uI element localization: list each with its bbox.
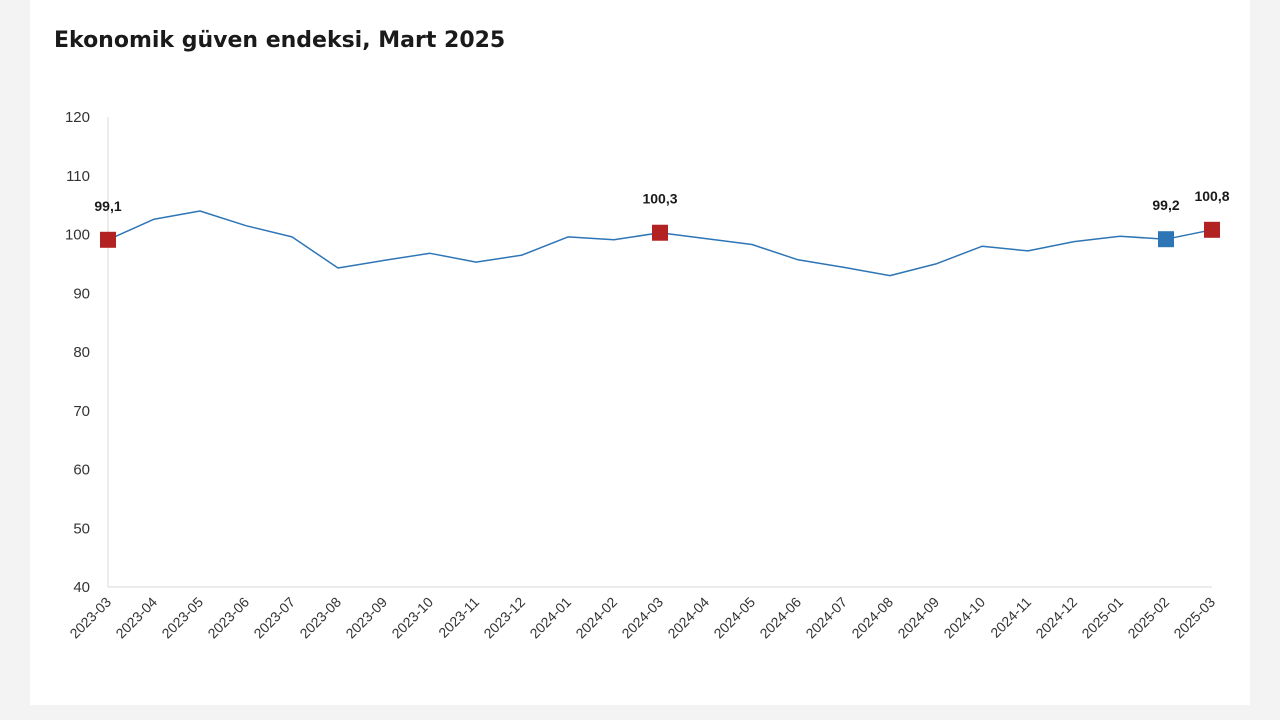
y-tick-label: 120 [65, 109, 90, 126]
x-tick-label: 2023-03 [66, 594, 114, 642]
x-tick-label: 2023-06 [204, 594, 252, 642]
x-tick-label: 2024-11 [987, 594, 1034, 641]
data-label: 99,2 [1152, 197, 1179, 213]
y-tick-label: 70 [73, 403, 90, 420]
x-tick-label: 2024-12 [1032, 594, 1080, 642]
x-tick-label: 2023-12 [480, 594, 528, 642]
x-tick-label: 2024-06 [756, 594, 804, 642]
chart-axes [107, 117, 1212, 588]
x-axis-ticks: 2023-032023-042023-052023-062023-072023-… [66, 594, 1218, 642]
y-tick-label: 100 [65, 227, 90, 244]
y-tick-label: 90 [73, 285, 90, 302]
x-tick-label: 2024-08 [848, 594, 896, 642]
x-tick-label: 2023-07 [250, 594, 298, 642]
x-tick-label: 2023-04 [112, 594, 160, 642]
y-tick-label: 60 [73, 462, 90, 479]
x-tick-label: 2024-09 [894, 594, 942, 642]
x-tick-label: 2023-08 [296, 594, 344, 642]
highlight-marker [1204, 221, 1220, 238]
x-tick-label: 2023-05 [158, 594, 206, 642]
x-tick-label: 2023-10 [388, 594, 436, 642]
x-tick-label: 2025-02 [1124, 594, 1172, 642]
x-tick-label: 2025-01 [1078, 594, 1126, 642]
x-tick-label: 2024-01 [526, 594, 574, 642]
highlight-marker [100, 231, 116, 248]
y-axis-ticks: 40 50 60 70 80 90 100 110 120 [65, 109, 90, 596]
data-labels: 99,1 100,3 99,2 100,8 [94, 188, 1229, 214]
series-group [107, 210, 1213, 277]
data-label: 99,1 [94, 198, 121, 214]
x-tick-label: 2023-11 [435, 594, 482, 641]
highlight-markers [100, 221, 1220, 248]
x-tick-label: 2024-03 [618, 594, 666, 642]
y-tick-label: 80 [73, 344, 90, 361]
x-tick-label: 2024-02 [572, 594, 620, 642]
data-label: 100,8 [1194, 188, 1229, 204]
x-tick-label: 2024-07 [802, 594, 850, 642]
x-tick-label: 2023-09 [342, 594, 390, 642]
x-tick-label: 2024-05 [710, 594, 758, 642]
y-tick-label: 40 [73, 579, 90, 596]
y-tick-label: 110 [66, 168, 90, 185]
chart-title: Ekonomik güven endeksi, Mart 2025 [54, 28, 506, 53]
highlight-marker [652, 224, 668, 241]
data-label: 100,3 [642, 191, 677, 207]
highlight-marker [1158, 231, 1174, 248]
series-line [107, 210, 1213, 277]
y-tick-label: 50 [73, 520, 90, 537]
x-tick-label: 2025-03 [1170, 594, 1218, 642]
x-tick-label: 2024-04 [664, 594, 712, 642]
x-tick-label: 2024-10 [940, 594, 988, 642]
